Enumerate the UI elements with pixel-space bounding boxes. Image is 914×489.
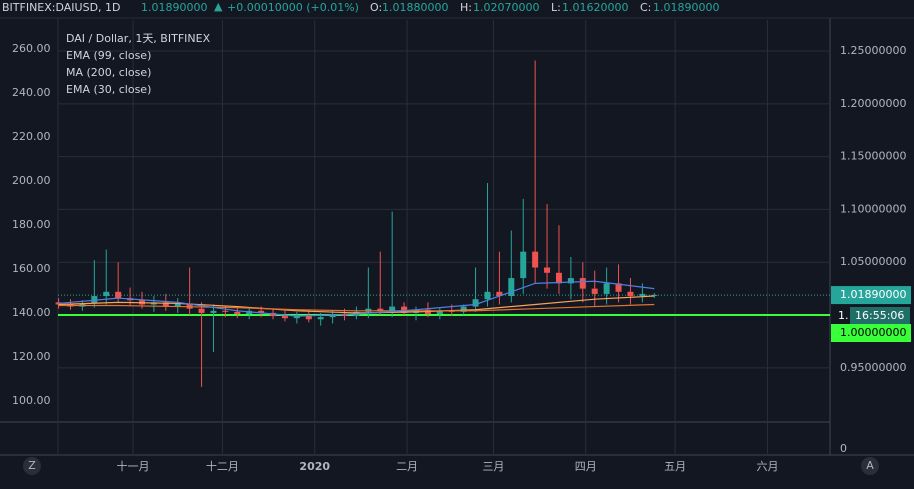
candle-body	[198, 308, 205, 313]
open: 1.01880000	[382, 1, 448, 14]
candle-body	[234, 311, 241, 314]
y2-tick-label: 260.00	[12, 42, 51, 55]
countdown-box	[850, 307, 910, 325]
legend-entry: EMA (30, close)	[66, 83, 151, 96]
y2-tick-label: 120.00	[12, 350, 51, 363]
moving-average	[58, 295, 655, 314]
candle-body	[329, 313, 336, 318]
button[interactable]	[23, 457, 41, 475]
candle-body	[186, 303, 193, 309]
o-label: O:	[370, 1, 382, 14]
candle-body	[436, 310, 443, 314]
candle-body	[472, 299, 479, 307]
x-tick-label: 三月	[482, 460, 504, 473]
legend-entry: MA (200, close)	[66, 66, 151, 79]
y2-tick-label: 240.00	[12, 86, 51, 99]
y2-tick-label: 140.00	[12, 306, 51, 319]
hline-label: 1.00000000	[840, 326, 906, 339]
candle-body	[532, 251, 539, 268]
countdown-prefix: 1.	[838, 309, 849, 322]
x-tick-label: 十二月	[206, 459, 239, 473]
y2-tick-label: 220.00	[12, 130, 51, 143]
moving-average	[58, 303, 655, 312]
candle-body	[627, 291, 634, 297]
candle-body	[305, 315, 312, 320]
button[interactable]	[861, 457, 879, 475]
low: 1.01620000	[562, 1, 628, 14]
candle-body	[377, 308, 384, 311]
candle-body	[210, 310, 217, 313]
y-tick-label: 1.20000000	[840, 97, 906, 110]
candle-body	[603, 283, 610, 294]
candle-body	[555, 272, 562, 284]
symbol: BITFINEX:DAIUSD, 1D	[2, 1, 121, 14]
y2-tick-label: 160.00	[12, 262, 51, 275]
candle-body	[317, 317, 324, 320]
candle-body	[567, 278, 574, 284]
candle-body	[651, 295, 658, 297]
candle-body	[115, 291, 122, 299]
y2-tick-label: 100.00	[12, 394, 51, 407]
chart-title: DAI / Dollar, 1天, BITFINEX	[66, 32, 211, 45]
countdown-label: 16:55:06	[855, 309, 904, 322]
candle-body	[496, 291, 503, 297]
y-tick-label: 1.10000000	[840, 202, 906, 215]
candle-body	[103, 291, 110, 297]
l-label: L:	[551, 1, 561, 14]
candle-body	[484, 291, 491, 300]
change: +0.00010000 (+0.01%)	[227, 1, 359, 14]
candle-body	[341, 313, 348, 317]
legend-entry: EMA (99, close)	[66, 49, 151, 62]
x-tick-label: 二月	[396, 460, 418, 473]
candle-body	[460, 306, 467, 312]
candle-body	[281, 316, 288, 319]
candle-body	[579, 278, 586, 289]
y2-tick-label: 180.00	[12, 218, 51, 231]
y-tick-label: 1.05000000	[840, 255, 906, 268]
candle-body	[615, 283, 622, 292]
volume-tick-label: 0	[840, 442, 847, 455]
h-label: H:	[460, 1, 472, 14]
x-tick-label: 六月	[756, 460, 778, 473]
candle-body	[544, 267, 551, 273]
y-tick-label: 0.95000000	[840, 361, 906, 374]
plot: 十一月 十二月 2020 二月 三月 四月 五月 六月 0.95000000 1.05000000…	[0, 17, 914, 473]
last-price-label: 1.01890000	[840, 288, 906, 301]
x-tick-label: 五月	[664, 460, 686, 473]
close: 1.01890000	[653, 1, 719, 14]
x-tick-label: 四月	[575, 460, 597, 473]
candle-body	[162, 302, 169, 307]
hline-box	[831, 324, 911, 342]
y-tick-label: 1.25000000	[840, 44, 906, 57]
candle-body	[508, 278, 515, 297]
c-label: C:	[640, 1, 651, 14]
candle-body	[389, 306, 396, 311]
button-label[interactable]: A	[866, 459, 874, 472]
candle-body	[639, 293, 646, 297]
button-label[interactable]: Z	[28, 459, 36, 472]
y-tick-label: 1.15000000	[840, 150, 906, 163]
arrow: ▲	[214, 0, 223, 13]
y2-tick-label: 200.00	[12, 174, 51, 187]
candle-body	[222, 310, 229, 312]
candle-body	[174, 303, 181, 307]
high: 1.02070000	[473, 1, 539, 14]
x-tick-label: 2020	[299, 460, 330, 473]
candle-body	[591, 288, 598, 294]
last-price-box	[831, 286, 911, 305]
moving-average	[58, 280, 655, 317]
candle-body	[401, 306, 408, 313]
candle-body	[258, 310, 265, 313]
candle-body	[520, 251, 527, 279]
header: BITFINEX:DAIUSD, 1D 1.01890000 ▲ +0.0001…	[2, 0, 719, 14]
x-tick-label: 十一月	[117, 459, 150, 473]
price: 1.01890000	[141, 1, 207, 14]
